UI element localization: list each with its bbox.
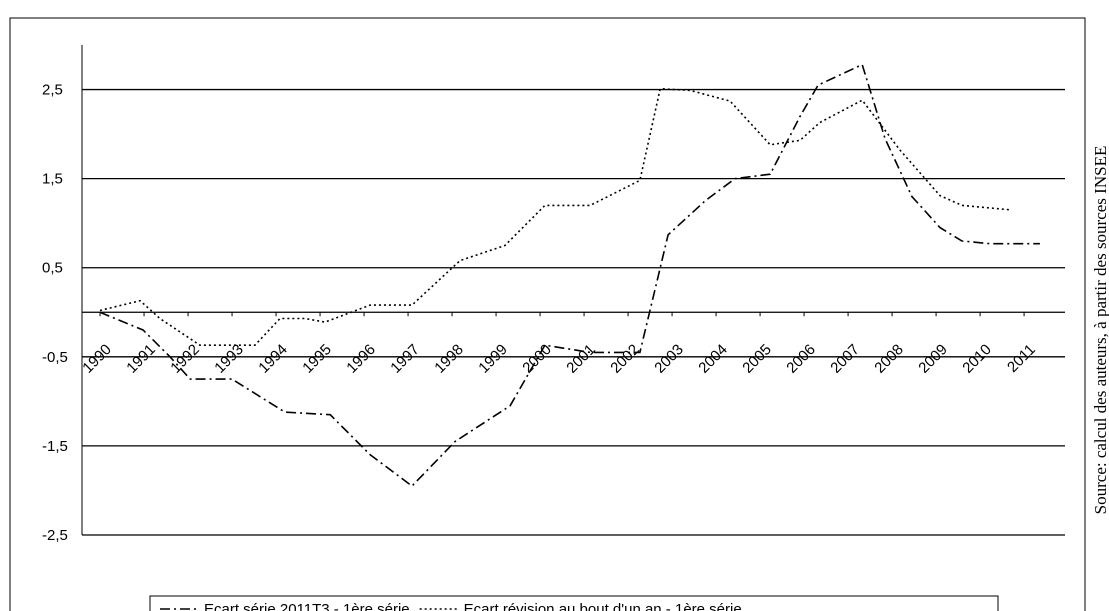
x-tick-label: 1990 bbox=[79, 341, 115, 377]
legend-label: Ecart révision au bout d'un an - 1ère sé… bbox=[464, 601, 742, 611]
x-tick-label: 1999 bbox=[475, 341, 511, 377]
x-tick-label: 2001 bbox=[563, 341, 599, 377]
series-line bbox=[99, 63, 1040, 488]
y-tick-label: 0,5 bbox=[42, 260, 63, 277]
x-tick-label: 2009 bbox=[915, 341, 951, 377]
x-tick-label: 1998 bbox=[431, 341, 467, 377]
x-tick-label: 2006 bbox=[783, 341, 819, 377]
x-tick-label: 2003 bbox=[651, 341, 687, 377]
source-note: Source: calcul des auteurs, à partir des… bbox=[1091, 146, 1109, 515]
y-tick-label: 2,5 bbox=[42, 82, 63, 99]
x-tick-label: 2004 bbox=[695, 341, 731, 377]
chart-frame bbox=[9, 17, 1086, 611]
legend-box bbox=[149, 595, 999, 611]
x-tick-label: 2011 bbox=[1004, 341, 1039, 376]
x-tick-label: 1993 bbox=[211, 341, 247, 377]
series-line bbox=[99, 87, 1011, 346]
x-tick-label: 2002 bbox=[607, 341, 643, 377]
x-tick-label: 1994 bbox=[255, 341, 291, 377]
y-tick-label: -0,5 bbox=[42, 349, 68, 366]
x-tick-label: 1991 bbox=[123, 341, 159, 377]
x-tick-label: 2008 bbox=[871, 341, 907, 377]
y-tick-label: -2,5 bbox=[42, 527, 68, 544]
y-tick-label: -1,5 bbox=[42, 438, 68, 455]
x-tick-label: 2007 bbox=[827, 341, 863, 377]
legend-label: Ecart série 2011T3 - 1ère série bbox=[204, 601, 410, 611]
x-tick-label: 1996 bbox=[343, 341, 379, 377]
x-tick-label: 2005 bbox=[739, 341, 775, 377]
y-tick-label: 1,5 bbox=[42, 171, 63, 188]
x-tick-label: 1995 bbox=[299, 341, 335, 377]
x-tick-label: 2010 bbox=[959, 341, 995, 377]
x-tick-label: 1997 bbox=[387, 341, 423, 377]
